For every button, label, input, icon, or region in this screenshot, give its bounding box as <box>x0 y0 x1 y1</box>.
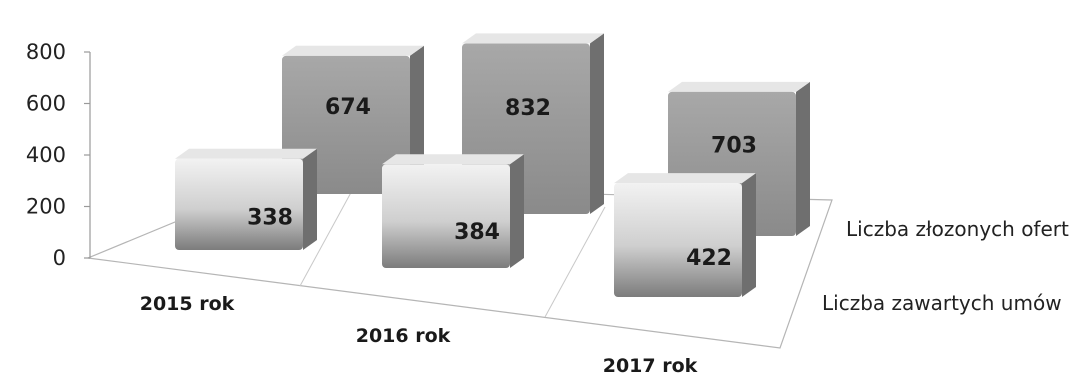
floor-divider <box>299 175 361 287</box>
data-label-contracts-2: 384 <box>454 220 500 245</box>
bar-offers-1-top <box>282 45 424 56</box>
bar-offers-2-top <box>462 33 604 44</box>
bar-contracts-1-side <box>303 148 317 250</box>
bar-contracts-2 <box>382 154 524 268</box>
data-label-contracts-3: 422 <box>686 246 732 271</box>
bar-contracts-1-top <box>175 148 317 159</box>
category-label: 2015 rok <box>140 293 235 315</box>
y-tick-label: 0 <box>53 246 66 270</box>
bar-contracts-1 <box>175 148 317 250</box>
bar-offers-2-side <box>590 33 604 215</box>
y-tick-label: 200 <box>26 195 66 219</box>
bar-contracts-2-top <box>382 154 524 165</box>
bar-contracts-3-front <box>614 183 742 297</box>
floor-divider <box>544 206 606 318</box>
y-tick-label: 400 <box>26 143 66 167</box>
category-label: 2017 rok <box>603 355 698 377</box>
y-tick-label: 800 <box>26 40 66 64</box>
data-label-contracts-1: 338 <box>247 205 293 230</box>
axis-layer: 0 200 400 600 800 <box>26 40 833 349</box>
bar-contracts-2-front <box>382 164 510 268</box>
bar-offers-3-side <box>796 81 810 237</box>
bar-contracts-3 <box>614 173 756 297</box>
front-series-layer <box>175 148 756 297</box>
series-label: Liczba zawartych umów <box>822 291 1062 315</box>
bar-contracts-1-front <box>175 158 303 250</box>
bar-offers-3-top <box>668 81 810 92</box>
data-label-offers-1: 674 <box>325 95 371 120</box>
bar-contracts-3-top <box>614 173 756 184</box>
data-label-offers-2: 832 <box>505 96 551 121</box>
data-label-offers-3: 703 <box>711 133 757 158</box>
label-layer: 674 832 703 338 384 422 2015 rok 2016 rok 2017 r… <box>140 95 1069 377</box>
category-label: 2016 rok <box>356 325 451 347</box>
bar-contracts-3-side <box>742 173 756 297</box>
bar-contracts-2-side <box>510 154 524 268</box>
series-label: Liczba złozonych ofert <box>846 217 1069 241</box>
y-tick-label: 600 <box>26 92 66 116</box>
